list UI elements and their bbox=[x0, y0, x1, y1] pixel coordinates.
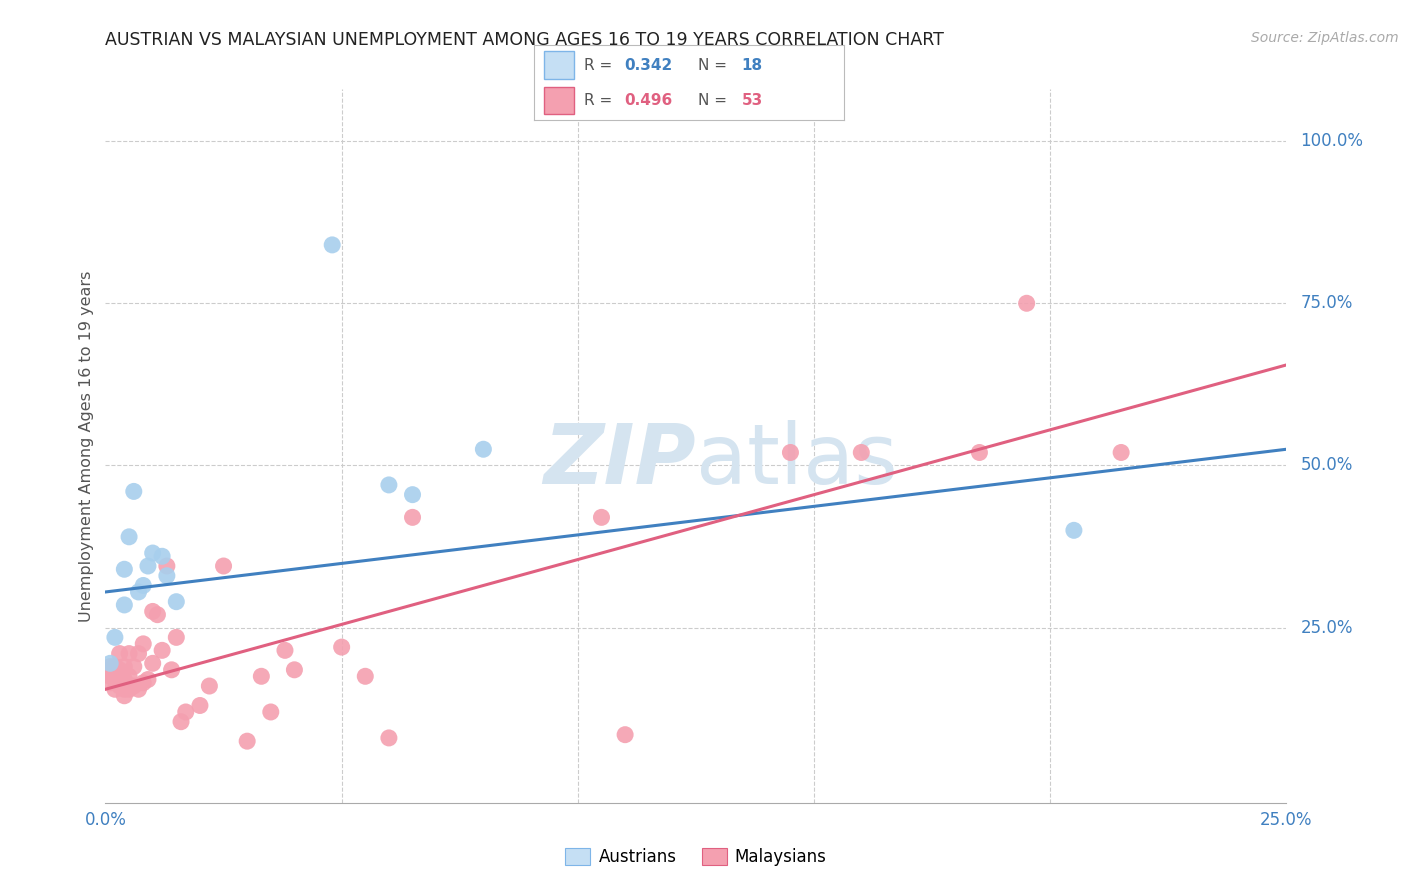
Point bbox=[132, 637, 155, 651]
Point bbox=[104, 673, 127, 687]
Text: 0.496: 0.496 bbox=[624, 93, 672, 108]
Point bbox=[108, 647, 131, 661]
Point bbox=[156, 568, 179, 582]
Point bbox=[142, 604, 165, 618]
Text: 100.0%: 100.0% bbox=[1301, 132, 1364, 150]
FancyBboxPatch shape bbox=[544, 52, 575, 78]
Point bbox=[236, 734, 259, 748]
Point bbox=[283, 663, 305, 677]
Point bbox=[150, 643, 173, 657]
FancyBboxPatch shape bbox=[544, 87, 575, 114]
Point bbox=[188, 698, 211, 713]
Point bbox=[98, 657, 121, 671]
Point bbox=[274, 643, 297, 657]
Text: 53: 53 bbox=[741, 93, 763, 108]
Point bbox=[160, 663, 183, 677]
Point bbox=[212, 559, 235, 574]
Point bbox=[321, 238, 343, 252]
Point bbox=[112, 598, 135, 612]
Point bbox=[112, 682, 135, 697]
Point bbox=[122, 659, 145, 673]
Point bbox=[165, 631, 187, 645]
Text: 50.0%: 50.0% bbox=[1301, 457, 1353, 475]
Point bbox=[330, 640, 353, 654]
Point bbox=[118, 647, 141, 661]
Point bbox=[118, 682, 141, 697]
Point bbox=[250, 669, 273, 683]
Point bbox=[614, 728, 637, 742]
Point bbox=[128, 647, 150, 661]
Point bbox=[591, 510, 613, 524]
Point bbox=[108, 663, 131, 677]
Point bbox=[112, 659, 135, 673]
Point bbox=[128, 585, 150, 599]
Point bbox=[98, 675, 121, 690]
Point bbox=[108, 679, 131, 693]
Text: N =: N = bbox=[699, 93, 733, 108]
Point bbox=[136, 673, 159, 687]
Point bbox=[104, 631, 127, 645]
Text: AUSTRIAN VS MALAYSIAN UNEMPLOYMENT AMONG AGES 16 TO 19 YEARS CORRELATION CHART: AUSTRIAN VS MALAYSIAN UNEMPLOYMENT AMONG… bbox=[105, 31, 945, 49]
Point bbox=[132, 675, 155, 690]
Point bbox=[472, 442, 495, 457]
Point bbox=[122, 484, 145, 499]
Point bbox=[122, 679, 145, 693]
Point bbox=[142, 546, 165, 560]
Point bbox=[260, 705, 283, 719]
Point bbox=[165, 595, 187, 609]
Point bbox=[198, 679, 221, 693]
Text: atlas: atlas bbox=[696, 420, 897, 500]
Point bbox=[378, 478, 401, 492]
Point bbox=[969, 445, 991, 459]
Text: 75.0%: 75.0% bbox=[1301, 294, 1353, 312]
Point bbox=[98, 669, 121, 683]
Point bbox=[170, 714, 193, 729]
Point bbox=[118, 669, 141, 683]
Point bbox=[851, 445, 873, 459]
Point bbox=[112, 562, 135, 576]
Point bbox=[174, 705, 197, 719]
Point bbox=[128, 682, 150, 697]
Text: N =: N = bbox=[699, 58, 733, 72]
Point bbox=[150, 549, 173, 564]
Point bbox=[378, 731, 401, 745]
Point bbox=[779, 445, 801, 459]
Point bbox=[112, 673, 135, 687]
Point bbox=[1109, 445, 1132, 459]
Point bbox=[354, 669, 377, 683]
Point bbox=[118, 530, 141, 544]
Point bbox=[142, 657, 165, 671]
Text: R =: R = bbox=[583, 93, 617, 108]
Point bbox=[112, 689, 135, 703]
Point bbox=[401, 488, 423, 502]
Text: Source: ZipAtlas.com: Source: ZipAtlas.com bbox=[1251, 31, 1399, 45]
Point bbox=[401, 510, 423, 524]
Text: 0.342: 0.342 bbox=[624, 58, 672, 72]
Text: R =: R = bbox=[583, 58, 617, 72]
Point bbox=[104, 682, 127, 697]
Text: 25.0%: 25.0% bbox=[1301, 619, 1353, 637]
Point bbox=[104, 659, 127, 673]
Point bbox=[1063, 524, 1085, 538]
Point bbox=[1015, 296, 1038, 310]
Point bbox=[132, 578, 155, 592]
Point bbox=[98, 659, 121, 673]
Legend: Austrians, Malaysians: Austrians, Malaysians bbox=[558, 841, 834, 873]
Point bbox=[146, 607, 169, 622]
Text: 18: 18 bbox=[741, 58, 762, 72]
Y-axis label: Unemployment Among Ages 16 to 19 years: Unemployment Among Ages 16 to 19 years bbox=[79, 270, 94, 622]
Point bbox=[98, 663, 121, 677]
Text: ZIP: ZIP bbox=[543, 420, 696, 500]
Point bbox=[156, 559, 179, 574]
Point bbox=[108, 669, 131, 683]
Point bbox=[136, 559, 159, 574]
